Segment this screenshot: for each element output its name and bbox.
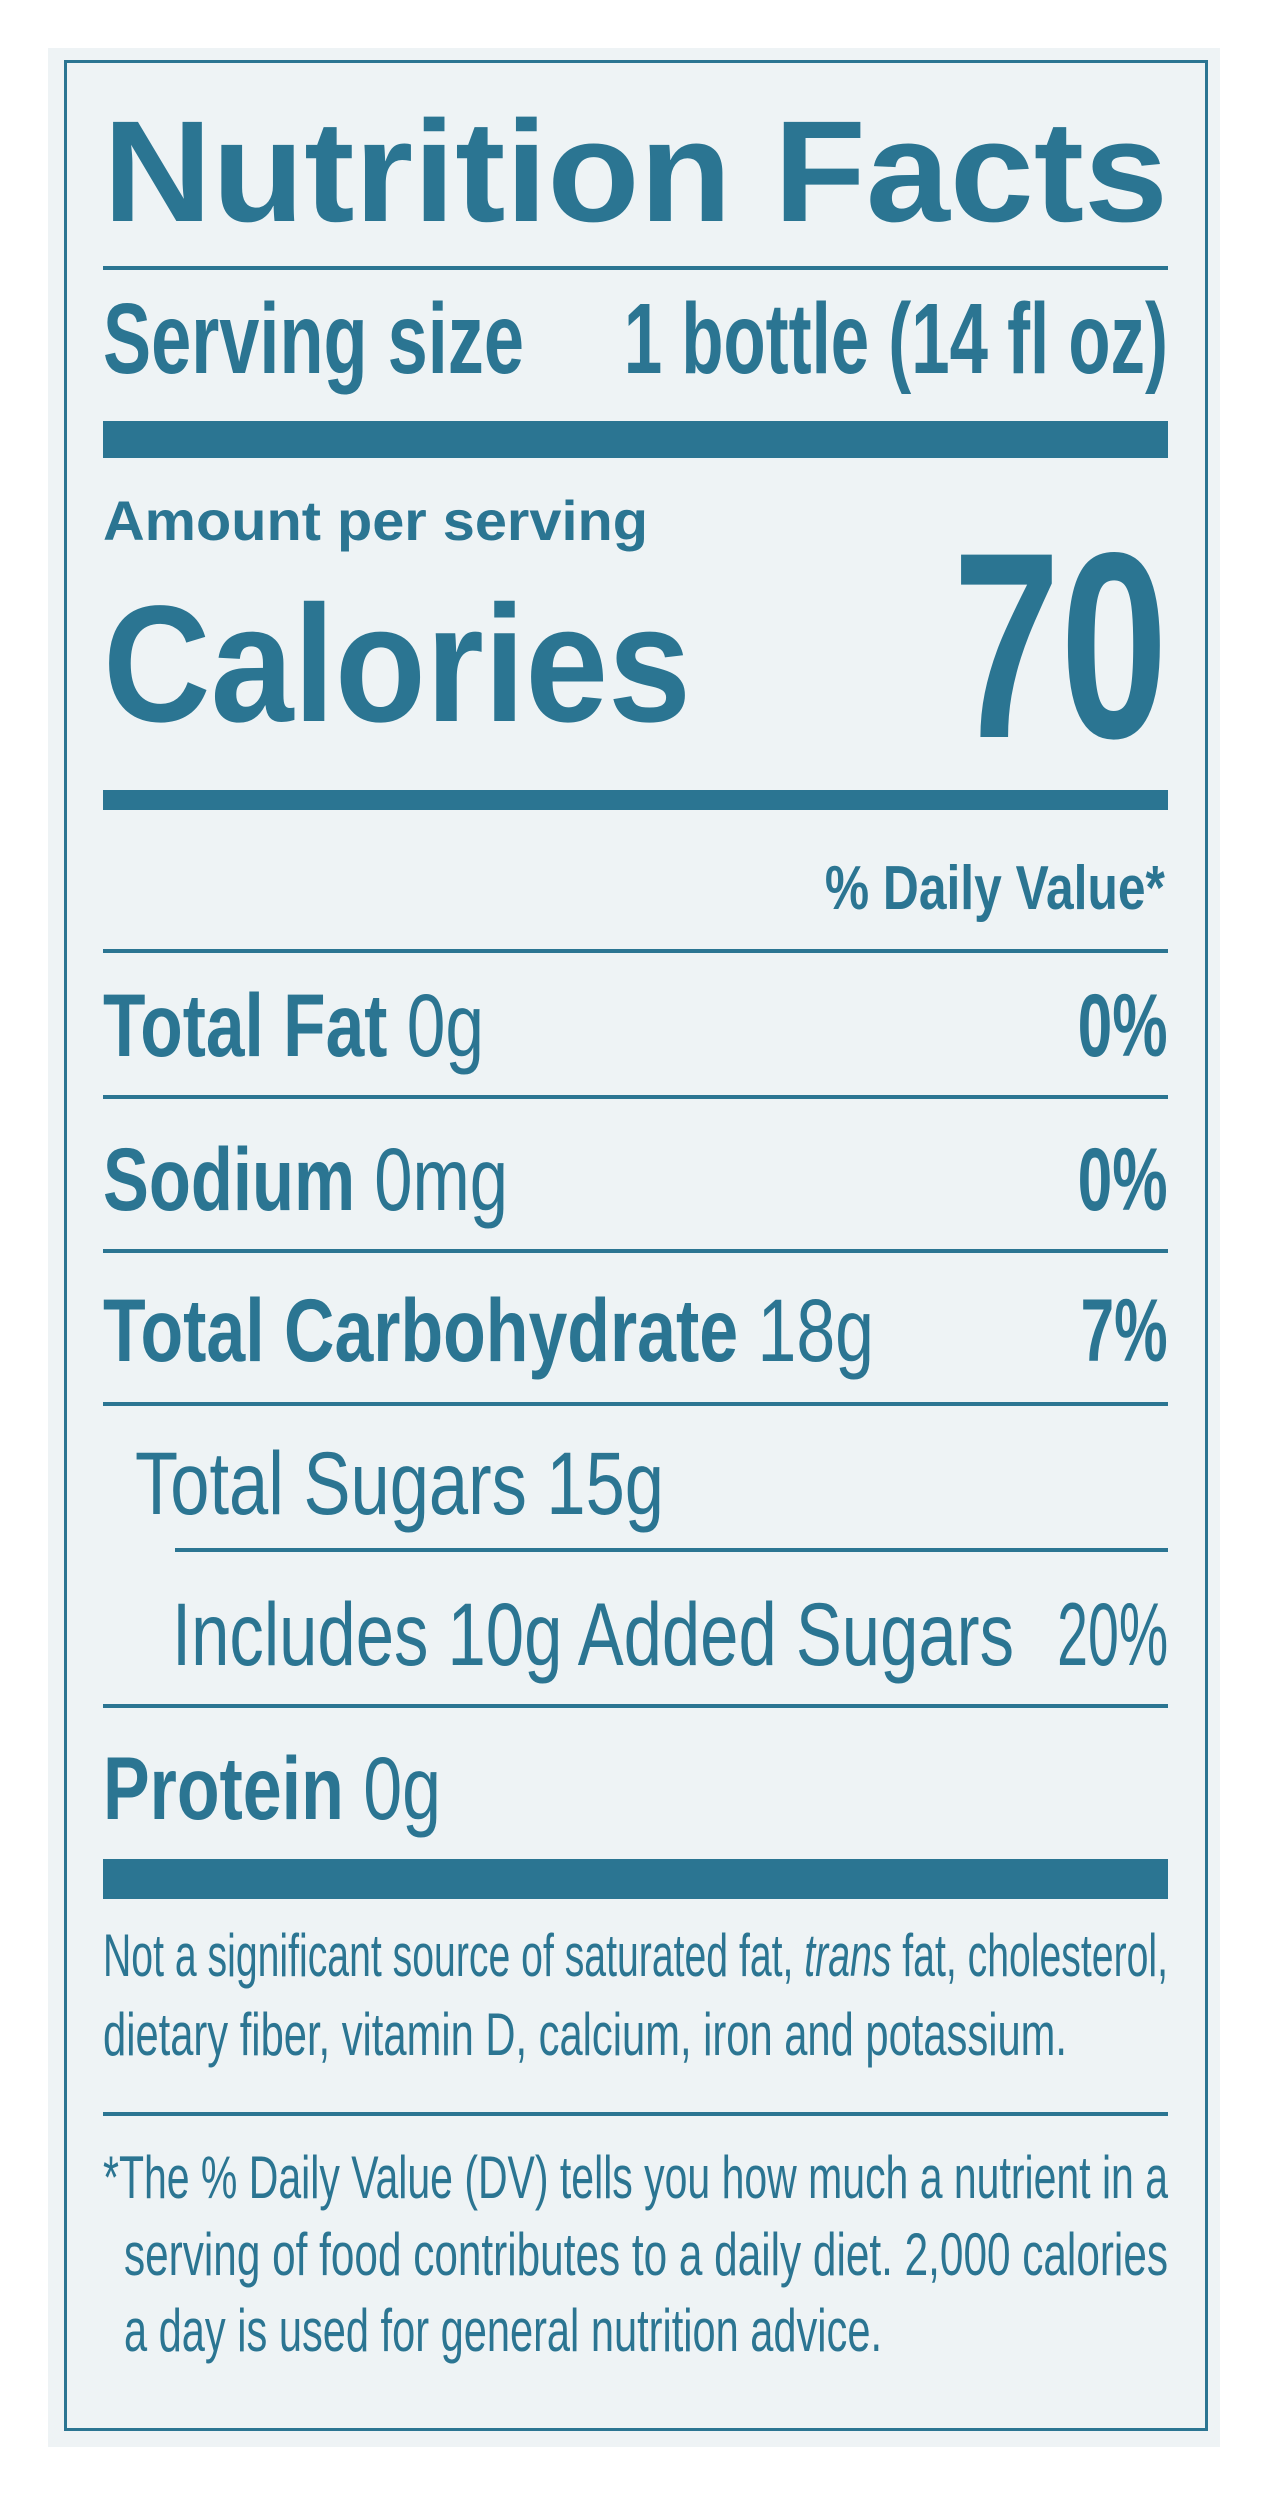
- daily-value-header: % Daily Value*: [825, 854, 1165, 923]
- divider-thick: [103, 1859, 1168, 1899]
- divider-thin: [103, 1249, 1168, 1253]
- not-significant-line-2: dietary fiber, vitamin D, calcium, iron …: [103, 2001, 1067, 2068]
- divider-thick: [103, 421, 1168, 458]
- serving-size-label: Serving size: [103, 283, 524, 395]
- calories-value: 70: [953, 498, 1168, 794]
- dv-total-carbohydrate: 7%: [1081, 1280, 1168, 1380]
- serving-size-value: 1 bottle (14 fl oz): [624, 283, 1168, 395]
- calories-label: Calories: [103, 572, 691, 757]
- nutrient-row-added-sugars: Includes 10g Added Sugars: [172, 1584, 1014, 1684]
- divider-thin: [103, 266, 1168, 270]
- divider-medium: [103, 790, 1168, 810]
- divider-thin: [103, 1704, 1168, 1708]
- label-border: [64, 60, 1208, 2431]
- title: Nutrition Facts: [103, 91, 1168, 252]
- dv-added-sugars: 20%: [1057, 1584, 1168, 1684]
- footnote-line-2: serving of food contributes to a daily d…: [124, 2221, 1168, 2288]
- amount-per-serving: Amount per serving: [103, 489, 648, 552]
- divider-thin: [103, 2112, 1168, 2116]
- footnote-line-3: a day is used for general nutrition advi…: [124, 2297, 882, 2364]
- divider-thin: [103, 1402, 1168, 1406]
- divider-thin-indented: [175, 1548, 1168, 1552]
- nutrient-row-protein: Protein 0g: [103, 1738, 441, 1838]
- nutrient-row-total-carbohydrate: Total Carbohydrate 18g: [103, 1280, 874, 1380]
- not-significant-line-1: Not a significant source of saturated fa…: [103, 1922, 1168, 1989]
- divider-thin: [103, 1095, 1168, 1099]
- nutrient-row-total-fat: Total Fat 0g: [103, 975, 484, 1075]
- divider-thin: [103, 949, 1168, 953]
- nutrient-row-total-sugars: Total Sugars 15g: [135, 1433, 664, 1533]
- dv-sodium: 0%: [1078, 1129, 1168, 1229]
- nutrient-row-sodium: Sodium 0mg: [103, 1129, 508, 1229]
- footnote-line-1: *The % Daily Value (DV) tells you how mu…: [103, 2144, 1168, 2211]
- dv-total-fat: 0%: [1078, 975, 1168, 1075]
